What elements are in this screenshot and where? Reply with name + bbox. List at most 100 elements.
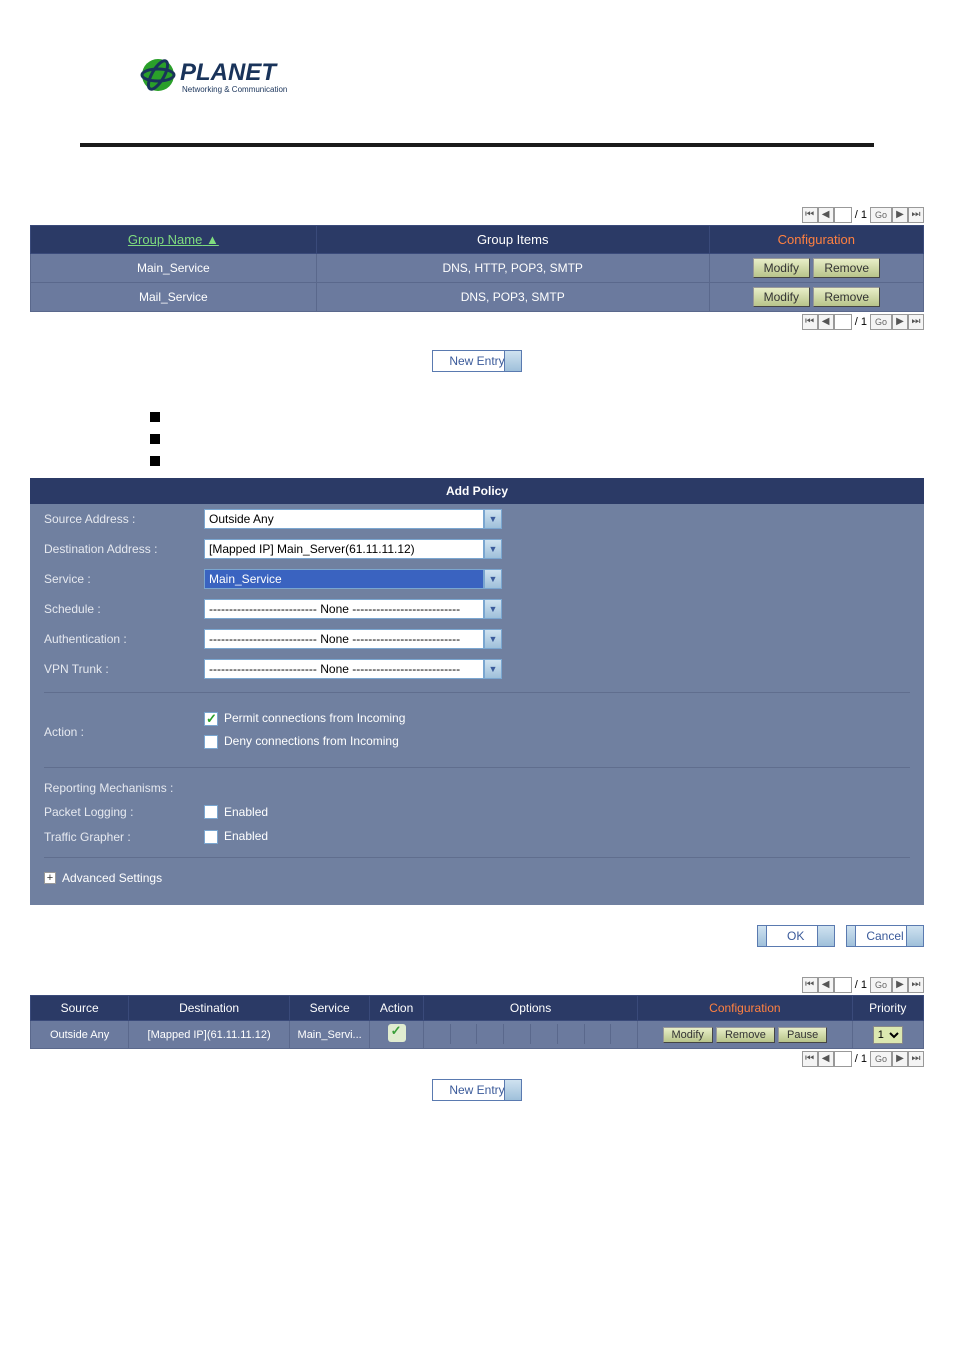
permit-label: Permit connections from Incoming [224, 711, 405, 725]
pager-next-icon[interactable]: ▶ [892, 314, 908, 330]
col-destination: Destination [129, 996, 290, 1021]
pager-first-icon[interactable]: ⏮ [802, 977, 818, 993]
pager-first-icon[interactable]: ⏮ [802, 1051, 818, 1067]
pager-go-button[interactable]: Go [870, 977, 892, 993]
pager-bottom: ⏮◀ / 1 Go▶⏭ [30, 314, 924, 330]
table-row: Mail_Service DNS, POP3, SMTP Modify Remo… [31, 283, 924, 312]
pager-top: ⏮◀ / 1 Go▶⏭ [30, 207, 924, 223]
pager-policy-bottom: ⏮◀ / 1 Go▶⏭ [30, 1051, 924, 1067]
reporting-label: Reporting Mechanisms : [44, 781, 173, 795]
add-policy-title: Add Policy [30, 478, 924, 504]
source-cell: Outside Any [31, 1021, 129, 1049]
enabled-label: Enabled [224, 805, 268, 819]
destination-cell: [Mapped IP](61.11.11.12) [129, 1021, 290, 1049]
pager-page-input[interactable] [834, 977, 852, 993]
service-select[interactable] [204, 569, 484, 589]
advanced-settings-label[interactable]: Advanced Settings [62, 871, 162, 885]
pager-go-button[interactable]: Go [870, 1051, 892, 1067]
modify-button[interactable]: Modify [753, 258, 810, 278]
source-address-label: Source Address : [44, 512, 204, 526]
cancel-button[interactable]: Cancel [846, 925, 924, 947]
col-configuration: Configuration [638, 996, 852, 1021]
chevron-down-icon[interactable]: ▼ [484, 539, 502, 559]
pause-button[interactable]: Pause [778, 1027, 827, 1043]
destination-address-label: Destination Address : [44, 542, 204, 556]
pager-prev-icon[interactable]: ◀ [818, 314, 834, 330]
permit-checkbox[interactable] [204, 712, 218, 726]
service-label: Service : [44, 572, 204, 586]
packet-logging-checkbox[interactable] [204, 805, 218, 819]
config-cell: Modify Remove Pause [638, 1021, 852, 1049]
action-cell [370, 1021, 424, 1049]
vpn-trunk-select[interactable] [204, 659, 484, 679]
enabled-label: Enabled [224, 829, 268, 843]
group-name-cell: Main_Service [31, 254, 317, 283]
source-address-select[interactable] [204, 509, 484, 529]
pager-total: 1 [861, 209, 867, 221]
remove-button[interactable]: Remove [813, 258, 880, 278]
pager-first-icon[interactable]: ⏮ [802, 207, 818, 223]
group-items-cell: DNS, HTTP, POP3, SMTP [316, 254, 709, 283]
pager-last-icon[interactable]: ⏭ [908, 977, 924, 993]
schedule-select[interactable] [204, 599, 484, 619]
traffic-grapher-label: Traffic Grapher : [44, 830, 204, 844]
pager-page-input[interactable] [834, 314, 852, 330]
svg-text:Networking & Communication: Networking & Communication [182, 85, 287, 94]
chevron-down-icon[interactable]: ▼ [484, 569, 502, 589]
col-source: Source [31, 996, 129, 1021]
remove-button[interactable]: Remove [716, 1027, 775, 1043]
remove-button[interactable]: Remove [813, 287, 880, 307]
pager-prev-icon[interactable]: ◀ [818, 977, 834, 993]
deny-label: Deny connections from Incoming [224, 734, 399, 748]
new-entry-button[interactable]: New Entry [432, 350, 521, 372]
expand-icon[interactable]: + [44, 872, 56, 884]
pager-prev-icon[interactable]: ◀ [818, 1051, 834, 1067]
pager-next-icon[interactable]: ▶ [892, 1051, 908, 1067]
add-policy-panel: Source Address : ▼ Destination Address :… [30, 504, 924, 905]
policy-table: Source Destination Service Action Option… [30, 995, 924, 1049]
bullet-list [150, 412, 954, 466]
group-table: Group Name ▲ Group Items Configuration M… [30, 225, 924, 312]
deny-checkbox[interactable] [204, 735, 218, 749]
pager-page-input[interactable] [834, 207, 852, 223]
ok-button[interactable]: OK [757, 925, 835, 947]
traffic-grapher-checkbox[interactable] [204, 830, 218, 844]
col-group-name[interactable]: Group Name ▲ [31, 226, 317, 254]
col-service: Service [289, 996, 369, 1021]
pager-go-button[interactable]: Go [870, 314, 892, 330]
vpn-trunk-label: VPN Trunk : [44, 662, 204, 676]
col-configuration: Configuration [709, 226, 923, 254]
pager-go-button[interactable]: Go [870, 207, 892, 223]
authentication-select[interactable] [204, 629, 484, 649]
schedule-label: Schedule : [44, 602, 204, 616]
pager-last-icon[interactable]: ⏭ [908, 314, 924, 330]
destination-address-select[interactable] [204, 539, 484, 559]
pager-page-input[interactable] [834, 1051, 852, 1067]
logo: PLANET Networking & Communication [50, 20, 904, 123]
chevron-down-icon[interactable]: ▼ [484, 629, 502, 649]
modify-button[interactable]: Modify [663, 1027, 713, 1043]
group-items-cell: DNS, POP3, SMTP [316, 283, 709, 312]
modify-button[interactable]: Modify [753, 287, 810, 307]
action-label: Action : [44, 711, 204, 739]
priority-select[interactable]: 1 [873, 1026, 903, 1044]
priority-cell: 1 [852, 1021, 923, 1049]
permit-icon [388, 1024, 406, 1042]
group-config-cell: Modify Remove [709, 254, 923, 283]
pager-next-icon[interactable]: ▶ [892, 977, 908, 993]
pager-last-icon[interactable]: ⏭ [908, 1051, 924, 1067]
chevron-down-icon[interactable]: ▼ [484, 509, 502, 529]
chevron-down-icon[interactable]: ▼ [484, 659, 502, 679]
pager-last-icon[interactable]: ⏭ [908, 207, 924, 223]
new-entry-button[interactable]: New Entry [432, 1079, 521, 1101]
packet-logging-label: Packet Logging : [44, 805, 204, 819]
pager-prev-icon[interactable]: ◀ [818, 207, 834, 223]
pager-first-icon[interactable]: ⏮ [802, 314, 818, 330]
table-row: Outside Any [Mapped IP](61.11.11.12) Mai… [31, 1021, 924, 1049]
table-row: Main_Service DNS, HTTP, POP3, SMTP Modif… [31, 254, 924, 283]
col-options: Options [423, 996, 637, 1021]
pager-next-icon[interactable]: ▶ [892, 207, 908, 223]
authentication-label: Authentication : [44, 632, 204, 646]
options-cell [423, 1021, 637, 1049]
chevron-down-icon[interactable]: ▼ [484, 599, 502, 619]
